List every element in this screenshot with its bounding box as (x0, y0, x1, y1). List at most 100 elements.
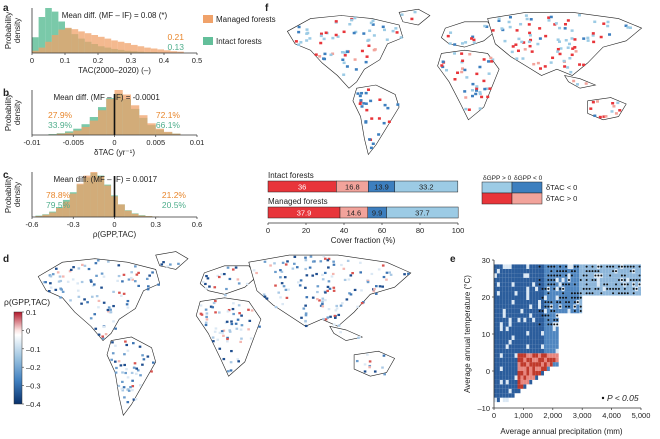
panel-d: dρ(GPP,TAC)0.10–0.1–0.2–0.3–0.4 (3, 251, 412, 416)
heatmap-cell (549, 295, 553, 300)
legend-swatch-light-blue (481, 181, 513, 194)
map-pixel (332, 260, 335, 263)
heatmap-cell (502, 331, 506, 336)
map-pixel (407, 272, 410, 275)
map-pixel (346, 259, 350, 262)
significance-dot (609, 287, 612, 290)
map-pixel (204, 287, 208, 290)
heatmap-cell (546, 357, 550, 363)
map-pixel (97, 306, 100, 309)
map-pixel (57, 280, 61, 283)
map-pixel (538, 37, 542, 40)
heatmap-cell (499, 348, 503, 354)
map-pixel (298, 284, 302, 287)
heatmap-cell (535, 277, 539, 283)
heatmap-cell (611, 273, 615, 278)
map-pixel (316, 290, 319, 294)
significance-dot (565, 270, 568, 273)
map-pixel (220, 330, 224, 333)
map-pixel (489, 56, 493, 60)
heatmap-cell (502, 322, 506, 327)
map-pixel (385, 271, 389, 274)
heatmap-cell (543, 322, 547, 327)
heatmap-cell (626, 286, 630, 292)
heatmap-cell (499, 286, 503, 292)
heatmap-cell (535, 362, 539, 367)
heatmap-cell (502, 268, 506, 274)
heatmap-cell (558, 291, 562, 296)
map-pixel (112, 290, 115, 293)
legend-swatch-pink (511, 192, 543, 205)
heatmap-cell (570, 308, 574, 314)
significance-dot (559, 274, 562, 277)
significance-dot (544, 301, 547, 304)
x-tick-label: 0 (492, 411, 496, 420)
map-pixel (508, 15, 512, 19)
map-pixel (80, 280, 84, 284)
heatmap-cell (529, 335, 533, 340)
significance-dot (603, 283, 606, 286)
map-pixel (211, 336, 215, 339)
map-pixel (343, 51, 347, 54)
heatmap-cell (496, 379, 500, 385)
heatmap-cell (529, 375, 533, 380)
map-pixel (497, 17, 501, 20)
intact-mean-value: 0.13 (167, 42, 184, 52)
heatmap-cell (520, 366, 524, 372)
heatmap-cell (517, 286, 521, 292)
x-tick-label: 0 (112, 220, 116, 229)
significance-dot (597, 265, 600, 268)
map-pixel (382, 275, 386, 279)
map-pixel (324, 299, 327, 302)
map-pixel (511, 45, 515, 48)
map-pixel (322, 255, 326, 258)
heatmap-cell (511, 299, 515, 305)
map-pixel (557, 40, 561, 43)
map-pixel (117, 360, 121, 363)
heatmap-cell (570, 286, 574, 292)
map-pixel (448, 42, 452, 45)
significance-dot (547, 323, 550, 326)
map-pixel (529, 38, 533, 42)
map-pixel (373, 370, 377, 373)
heatmap-cell (535, 286, 539, 292)
map-pixel (120, 294, 123, 297)
heatmap-cell (523, 335, 527, 340)
heatmap-cell (496, 335, 500, 340)
map-pixel (368, 364, 372, 368)
heatmap-cell (543, 268, 547, 274)
segment-label: 13.9 (374, 183, 389, 192)
map-pixel (381, 264, 385, 267)
significance-dot (606, 283, 609, 286)
map-pixel (472, 38, 476, 42)
map-pixel (323, 52, 327, 56)
heatmap-cell (496, 286, 500, 292)
heatmap-cell (520, 335, 524, 340)
heatmap-cell (496, 268, 500, 274)
map-pixel (332, 286, 336, 289)
x-tick-label: 0 (266, 226, 270, 235)
heatmap-cell (570, 264, 574, 269)
map-pixel (396, 103, 400, 106)
y-tick-label: 20 (482, 293, 490, 302)
map-pixel (121, 389, 125, 392)
heatmap-cell (520, 317, 524, 323)
significance-dot (626, 265, 629, 268)
significance-dot (576, 296, 579, 299)
heatmap-cell (505, 379, 509, 385)
significance-dot (615, 270, 618, 273)
heatmap-cell (514, 326, 518, 332)
heatmap-cell (579, 286, 583, 292)
map-pixel (308, 266, 312, 269)
map-pixel (319, 34, 323, 38)
map-pixel (222, 329, 226, 332)
significance-dot (620, 278, 623, 281)
heatmap-cell (502, 304, 506, 309)
map-pixel (76, 282, 80, 285)
map-pixel (538, 67, 542, 70)
map-pixel (333, 316, 337, 319)
colorbar-tick-label: 0.1 (26, 308, 36, 317)
map-pixel (94, 262, 98, 265)
heatmap-cell (508, 277, 512, 283)
map-pixel (305, 274, 309, 277)
